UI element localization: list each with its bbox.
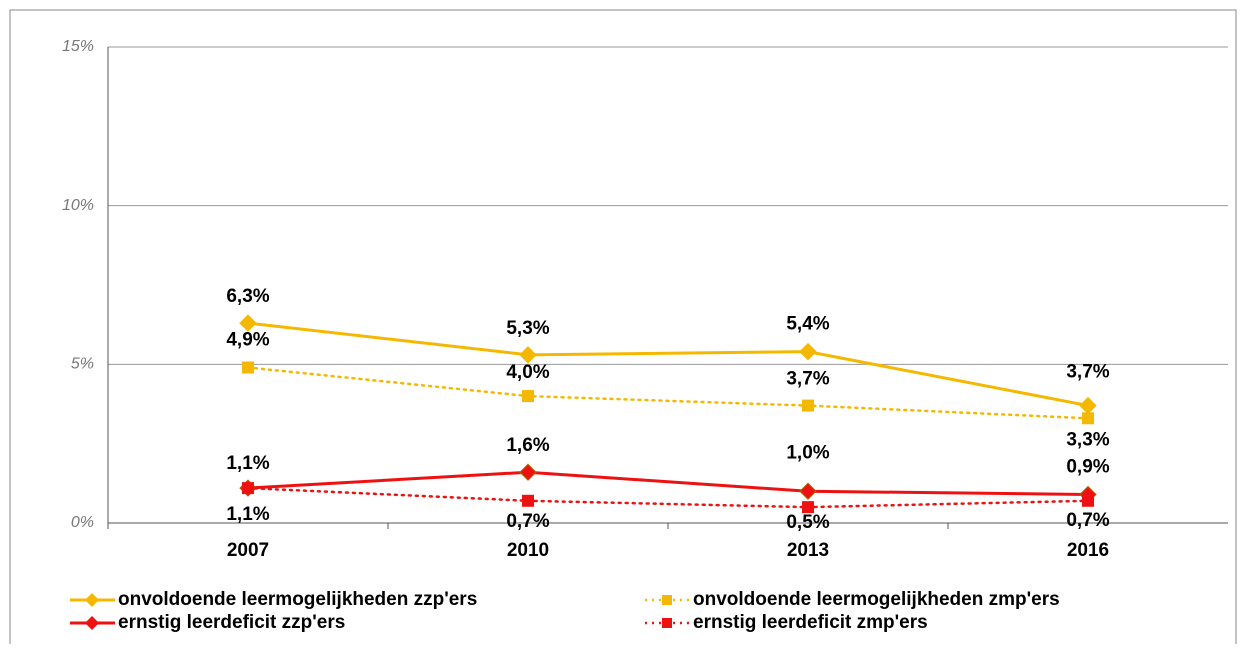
marker — [799, 342, 817, 361]
y-tick-label: 10% — [62, 197, 94, 214]
marker — [1079, 396, 1097, 415]
series-line — [246, 470, 1090, 496]
data-label: 3,7% — [1066, 362, 1109, 383]
data-label: 5,3% — [506, 318, 549, 339]
data-label: 1,1% — [226, 504, 269, 525]
legend-marker — [85, 593, 99, 607]
legend-marker — [662, 618, 672, 628]
legend-label: ernstig leerdeficit zzp'ers — [118, 612, 345, 633]
data-label: 0,7% — [1066, 510, 1109, 531]
marker — [519, 346, 537, 364]
legend-marker — [85, 616, 99, 630]
data-label: 3,7% — [786, 369, 829, 390]
marker — [522, 390, 534, 403]
legend-marker — [662, 595, 672, 605]
marker — [802, 501, 814, 514]
x-tick-label: 2007 — [227, 540, 269, 561]
chart-frame — [9, 9, 1237, 644]
legend-label: ernstig leerdeficit zmp'ers — [693, 612, 928, 633]
x-tick-label: 2010 — [507, 540, 549, 561]
data-label: 1,6% — [506, 435, 549, 456]
marker — [802, 399, 814, 412]
legend-label: onvoldoende leermogelijkheden zmp'ers — [693, 589, 1060, 610]
data-label: 1,1% — [226, 453, 269, 474]
y-tick-label: 15% — [62, 38, 94, 55]
series-line — [246, 366, 1090, 420]
marker — [1082, 494, 1094, 507]
data-label: 4,9% — [226, 330, 269, 351]
x-tick-label: 2016 — [1067, 540, 1109, 561]
data-label: 1,0% — [786, 442, 829, 463]
legend-label: onvoldoende leermogelijkheden zzp'ers — [118, 589, 477, 610]
marker — [242, 361, 254, 374]
data-label: 0,9% — [1066, 456, 1109, 477]
marker — [799, 482, 817, 500]
y-tick-label: 0% — [71, 514, 94, 531]
data-label: 6,3% — [226, 286, 269, 307]
marker — [519, 463, 537, 481]
marker — [242, 482, 254, 495]
data-label: 3,3% — [1066, 429, 1109, 450]
marker — [239, 314, 257, 332]
series-line — [246, 486, 1090, 509]
y-tick-label: 5% — [71, 356, 94, 373]
marker — [1082, 412, 1094, 425]
data-label: 4,0% — [506, 362, 549, 383]
data-label: 0,5% — [786, 512, 829, 533]
x-tick-label: 2013 — [787, 540, 829, 561]
series-line — [246, 321, 1090, 408]
marker — [522, 494, 534, 507]
data-label: 0,7% — [506, 511, 549, 532]
data-label: 5,4% — [786, 314, 829, 335]
